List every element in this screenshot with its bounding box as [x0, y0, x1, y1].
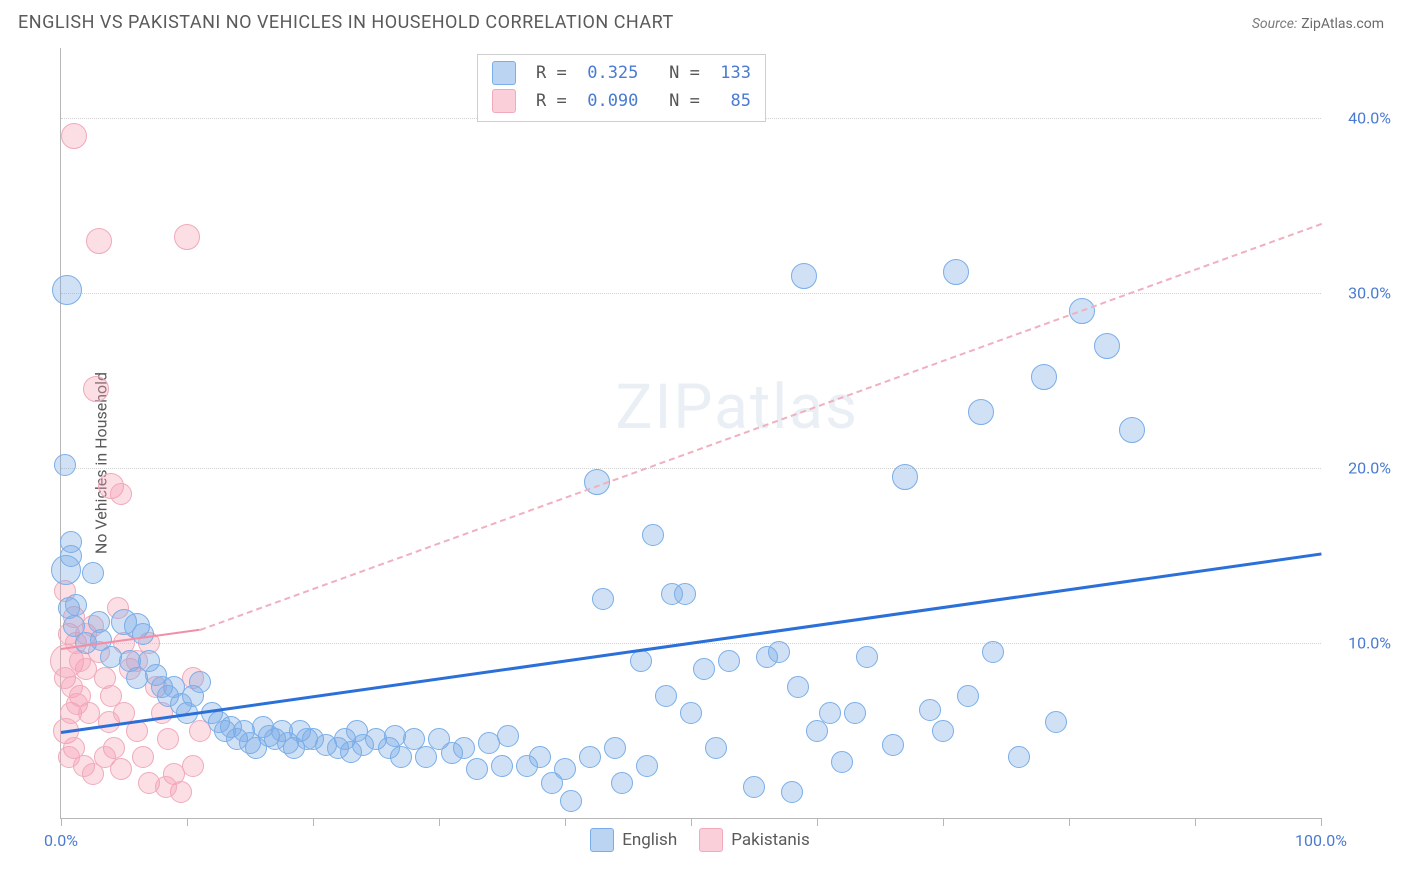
- data-point-english: [579, 746, 601, 768]
- data-point-english: [892, 464, 918, 490]
- data-point-english: [52, 275, 82, 305]
- data-point-english: [943, 259, 969, 285]
- data-point-english: [1008, 746, 1030, 768]
- legend-label: Pakistanis: [731, 830, 810, 850]
- data-point-english: [787, 676, 809, 698]
- x-tick: [439, 818, 440, 826]
- data-point-english: [957, 685, 979, 707]
- gridline-h: [61, 468, 1321, 469]
- y-tick-label: 30.0%: [1331, 284, 1391, 303]
- data-point-english: [932, 720, 954, 742]
- data-point-english: [466, 758, 488, 780]
- data-point-pakistanis: [86, 228, 112, 254]
- data-point-english: [693, 658, 715, 680]
- data-point-pakistanis: [58, 746, 80, 768]
- data-point-english: [674, 583, 696, 605]
- data-point-english: [1094, 333, 1120, 359]
- data-point-english: [718, 650, 740, 672]
- data-point-english: [919, 699, 941, 721]
- y-tick-label: 20.0%: [1331, 459, 1391, 478]
- data-point-pakistanis: [174, 224, 200, 250]
- source-name: ZipAtlas.com: [1301, 16, 1384, 32]
- legend-label: English: [622, 830, 677, 850]
- y-tick-label: 10.0%: [1331, 634, 1391, 653]
- data-point-english: [189, 671, 211, 693]
- data-point-pakistanis: [157, 728, 179, 750]
- data-point-english: [1119, 417, 1145, 443]
- chart-title: ENGLISH VS PAKISTANI NO VEHICLES IN HOUS…: [18, 12, 674, 33]
- trendline-pakistanis-dashed: [199, 223, 1321, 631]
- stats-text: R = 0.090 N = 85: [526, 91, 751, 111]
- data-point-english: [655, 685, 677, 707]
- data-point-english: [768, 641, 790, 663]
- legend-swatch-blue: [590, 828, 614, 852]
- stats-text: R = 0.325 N = 133: [526, 63, 751, 83]
- data-point-english: [642, 524, 664, 546]
- data-point-english: [705, 737, 727, 759]
- correlation-stats-box: R = 0.325 N = 133 R = 0.090 N = 85: [477, 54, 766, 122]
- data-point-english: [529, 746, 551, 768]
- data-point-pakistanis: [83, 376, 109, 402]
- data-point-english: [611, 772, 633, 794]
- data-point-english: [791, 263, 817, 289]
- data-point-english: [560, 790, 582, 812]
- data-point-english: [604, 737, 626, 759]
- data-point-pakistanis: [110, 483, 132, 505]
- data-point-english: [743, 776, 765, 798]
- x-tick: [187, 818, 188, 826]
- data-point-english: [882, 734, 904, 756]
- data-point-english: [1031, 364, 1057, 390]
- x-tick: [943, 818, 944, 826]
- x-tick: [1069, 818, 1070, 826]
- legend-bottom: English Pakistanis: [590, 828, 810, 852]
- data-point-english: [54, 454, 76, 476]
- legend-swatch-pink: [699, 828, 723, 852]
- data-point-english: [781, 781, 803, 803]
- data-point-english: [856, 646, 878, 668]
- data-point-english: [636, 755, 658, 777]
- data-point-english: [82, 562, 104, 584]
- data-point-english: [491, 755, 513, 777]
- data-point-english: [982, 641, 1004, 663]
- x-tick: [565, 818, 566, 826]
- legend-swatch-blue: [492, 61, 516, 85]
- legend-swatch-pink: [492, 89, 516, 113]
- data-point-english: [819, 702, 841, 724]
- x-tick: [691, 818, 692, 826]
- source-attribution: Source: ZipAtlas.com: [1252, 13, 1384, 32]
- data-point-english: [844, 702, 866, 724]
- stats-row: R = 0.325 N = 133: [492, 59, 751, 87]
- legend-item-pakistanis: Pakistanis: [699, 828, 810, 852]
- x-tick-label: 100.0%: [1295, 831, 1347, 850]
- legend-item-english: English: [590, 828, 677, 852]
- data-point-english: [65, 594, 87, 616]
- data-point-english: [968, 399, 994, 425]
- data-point-english: [592, 588, 614, 610]
- data-point-english: [453, 737, 475, 759]
- data-point-pakistanis: [110, 758, 132, 780]
- chart-container: No Vehicles in Household ZIPatlas 10.0%2…: [18, 48, 1388, 878]
- data-point-pakistanis: [78, 702, 100, 724]
- source-label: Source:: [1252, 16, 1297, 32]
- data-point-pakistanis: [182, 755, 204, 777]
- data-point-pakistanis: [132, 746, 154, 768]
- x-tick: [817, 818, 818, 826]
- x-tick: [313, 818, 314, 826]
- data-point-english: [831, 751, 853, 773]
- stats-row: R = 0.090 N = 85: [492, 87, 751, 115]
- x-tick: [1195, 818, 1196, 826]
- data-point-english: [51, 555, 81, 585]
- data-point-english: [132, 623, 154, 645]
- data-point-english: [680, 702, 702, 724]
- y-tick-label: 40.0%: [1331, 109, 1391, 128]
- data-point-english: [554, 758, 576, 780]
- x-tick: [61, 818, 62, 826]
- data-point-english: [497, 725, 519, 747]
- x-tick: [1321, 818, 1322, 826]
- data-point-pakistanis: [155, 776, 177, 798]
- plot-area: ZIPatlas 10.0%20.0%30.0%40.0%0.0%100.0% …: [60, 48, 1321, 819]
- data-point-english: [1045, 711, 1067, 733]
- x-tick-label: 0.0%: [44, 831, 78, 850]
- data-point-pakistanis: [61, 123, 87, 149]
